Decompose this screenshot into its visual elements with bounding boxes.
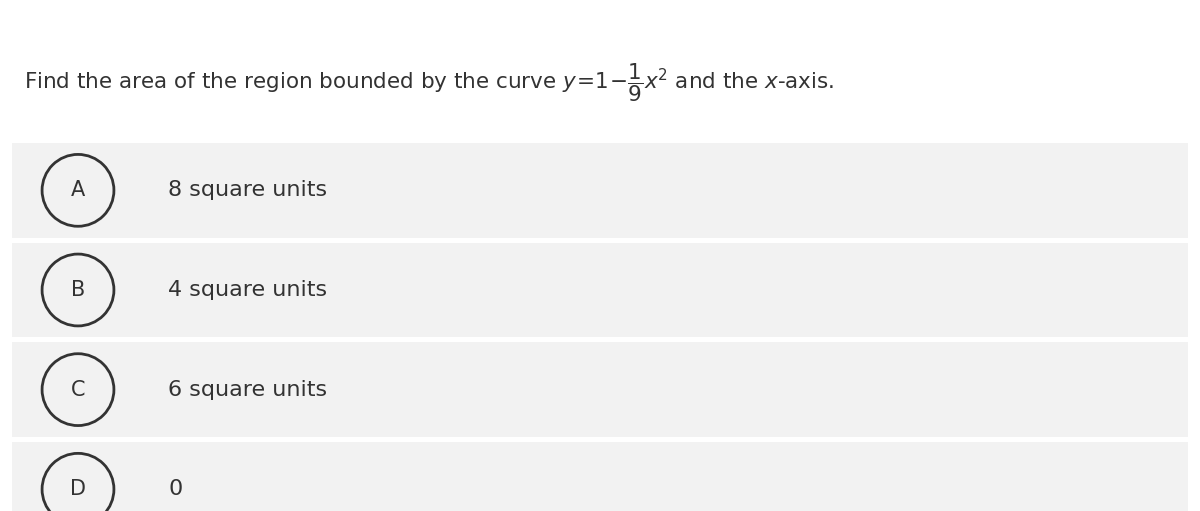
Text: 0: 0 <box>168 479 182 499</box>
Text: 8 square units: 8 square units <box>168 180 328 200</box>
Text: A: A <box>71 180 85 200</box>
Text: D: D <box>70 479 86 499</box>
FancyBboxPatch shape <box>12 342 1188 437</box>
Text: 4 square units: 4 square units <box>168 280 328 300</box>
FancyBboxPatch shape <box>12 243 1188 337</box>
Text: 6 square units: 6 square units <box>168 380 328 400</box>
Text: B: B <box>71 280 85 300</box>
Text: C: C <box>71 380 85 400</box>
FancyBboxPatch shape <box>12 143 1188 238</box>
Text: Find the area of the region bounded by the curve $y\!=\!1\!-\!\dfrac{1}{9}x^2$ a: Find the area of the region bounded by t… <box>24 61 834 104</box>
FancyBboxPatch shape <box>12 442 1188 511</box>
